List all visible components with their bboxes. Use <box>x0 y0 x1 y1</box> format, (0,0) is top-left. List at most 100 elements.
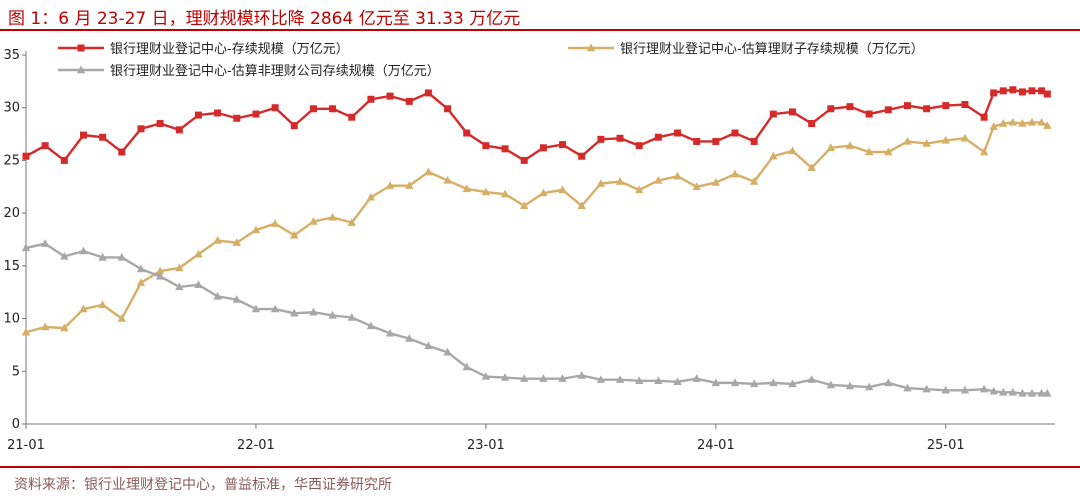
series-2-point <box>960 133 970 142</box>
series-3-line <box>25 242 1048 395</box>
series-2-point <box>21 327 31 336</box>
series-2-point <box>634 185 644 194</box>
series-1-point <box>194 111 202 119</box>
series-1-point <box>367 95 375 103</box>
series-3-point <box>807 375 816 383</box>
series-1-point <box>999 87 1007 95</box>
series-1-point <box>175 126 183 134</box>
series-1-point <box>22 152 30 160</box>
legend-label: 银行理财业登记中心-估算理财子存续规模（万亿元） <box>620 42 924 57</box>
series-2-point <box>845 141 855 149</box>
series-2-point <box>922 139 931 147</box>
series-1-point <box>884 106 892 114</box>
series-2-point <box>1043 121 1052 129</box>
series-2-point <box>864 147 874 156</box>
series-2-point <box>117 314 127 322</box>
series-3-point <box>711 378 721 387</box>
series-2-point <box>692 182 701 190</box>
series-3-point <box>941 385 950 394</box>
y-tick-label: 30 <box>3 101 20 116</box>
series-1-point <box>329 105 337 113</box>
series-3-point <box>615 375 625 383</box>
series-2-point <box>194 249 203 258</box>
series-2-point <box>884 147 893 156</box>
series-1-point <box>559 141 567 149</box>
series-3 <box>21 239 1052 397</box>
y-tick-label: 35 <box>3 48 20 63</box>
series-1-point <box>769 110 777 118</box>
series-3-point <box>136 264 146 273</box>
series-3-point <box>673 377 682 386</box>
series-1-line <box>25 88 1048 162</box>
series-2-point <box>941 135 950 144</box>
source-note: 资料来源：银行业理财登记中心，普益标准，华西证券研究所 <box>14 477 392 493</box>
series-group <box>21 86 1052 397</box>
series-1-point <box>309 105 317 113</box>
legend: 银行理财业登记中心-存续规模（万亿元） 银行理财业登记中心-估算理财子存续规模（万… <box>58 42 924 79</box>
series-1-point <box>1028 87 1036 95</box>
x-tick-label: 24-01 <box>697 438 735 453</box>
series-3-point <box>520 374 529 382</box>
series-3-point <box>634 376 644 384</box>
series-1-point <box>520 156 528 164</box>
x-tick-label: 23-01 <box>467 438 505 453</box>
y-tick-label: 5 <box>12 364 20 379</box>
series-2-point <box>424 167 433 176</box>
series-1-point <box>616 134 624 142</box>
legend-item-3: 银行理财业登记中心-估算非理财公司存续规模（万亿元） <box>58 64 440 79</box>
series-3-point <box>692 374 701 382</box>
series-2-point <box>711 178 721 186</box>
y-tick-label: 20 <box>3 206 20 221</box>
series-1-point <box>233 114 241 122</box>
series-3-point <box>194 280 203 289</box>
series-1-point <box>1018 88 1026 96</box>
series-2-line <box>25 121 1048 334</box>
series-3-point <box>845 381 855 390</box>
series-3-point <box>21 243 31 252</box>
series-1-point <box>405 97 413 105</box>
series-3-point <box>989 386 998 395</box>
series-3-point <box>232 295 241 303</box>
series-3-point <box>769 378 778 387</box>
series-2-point <box>385 181 395 189</box>
series-2-point <box>136 278 146 286</box>
legend-swatch-marker <box>76 65 86 74</box>
series-1-point <box>60 156 68 164</box>
series-1-point <box>99 133 107 141</box>
series-1-point <box>1038 87 1046 95</box>
series-2-point <box>520 201 529 209</box>
series-1-point <box>750 137 758 145</box>
legend-item-1: 银行理财业登记中心-存续规模（万亿元） <box>58 42 349 57</box>
series-1-point <box>990 89 998 97</box>
series-2-point <box>769 151 778 160</box>
series-3-point <box>424 341 433 350</box>
series-2-point <box>807 163 816 172</box>
series-1-point <box>923 105 931 113</box>
series-1-point <box>578 152 586 160</box>
series-3-point <box>155 271 165 280</box>
series-3-point <box>979 384 989 393</box>
series-2-point <box>999 119 1008 127</box>
series-3-point <box>79 246 88 255</box>
series-1-point <box>79 131 87 139</box>
series-2-point <box>989 122 998 130</box>
series-2-point <box>40 322 50 331</box>
series-2-point <box>232 238 241 246</box>
series-2-point <box>730 169 740 178</box>
series-3-point <box>309 307 318 316</box>
y-tick-label: 15 <box>3 259 20 274</box>
series-2-point <box>175 263 184 272</box>
series-2-point <box>654 175 663 184</box>
y-tick-label: 0 <box>12 417 20 432</box>
series-2 <box>21 117 1052 336</box>
series-3-point <box>1008 387 1018 396</box>
legend-swatch-marker <box>77 44 85 52</box>
series-3-point <box>443 347 452 356</box>
series-1-point <box>41 142 49 150</box>
series-3-point <box>213 291 222 300</box>
series-3-point <box>462 362 471 371</box>
series-2-point <box>788 146 797 155</box>
series-3-point <box>864 382 874 391</box>
series-3-point <box>826 380 836 389</box>
series-2-point <box>577 201 586 209</box>
